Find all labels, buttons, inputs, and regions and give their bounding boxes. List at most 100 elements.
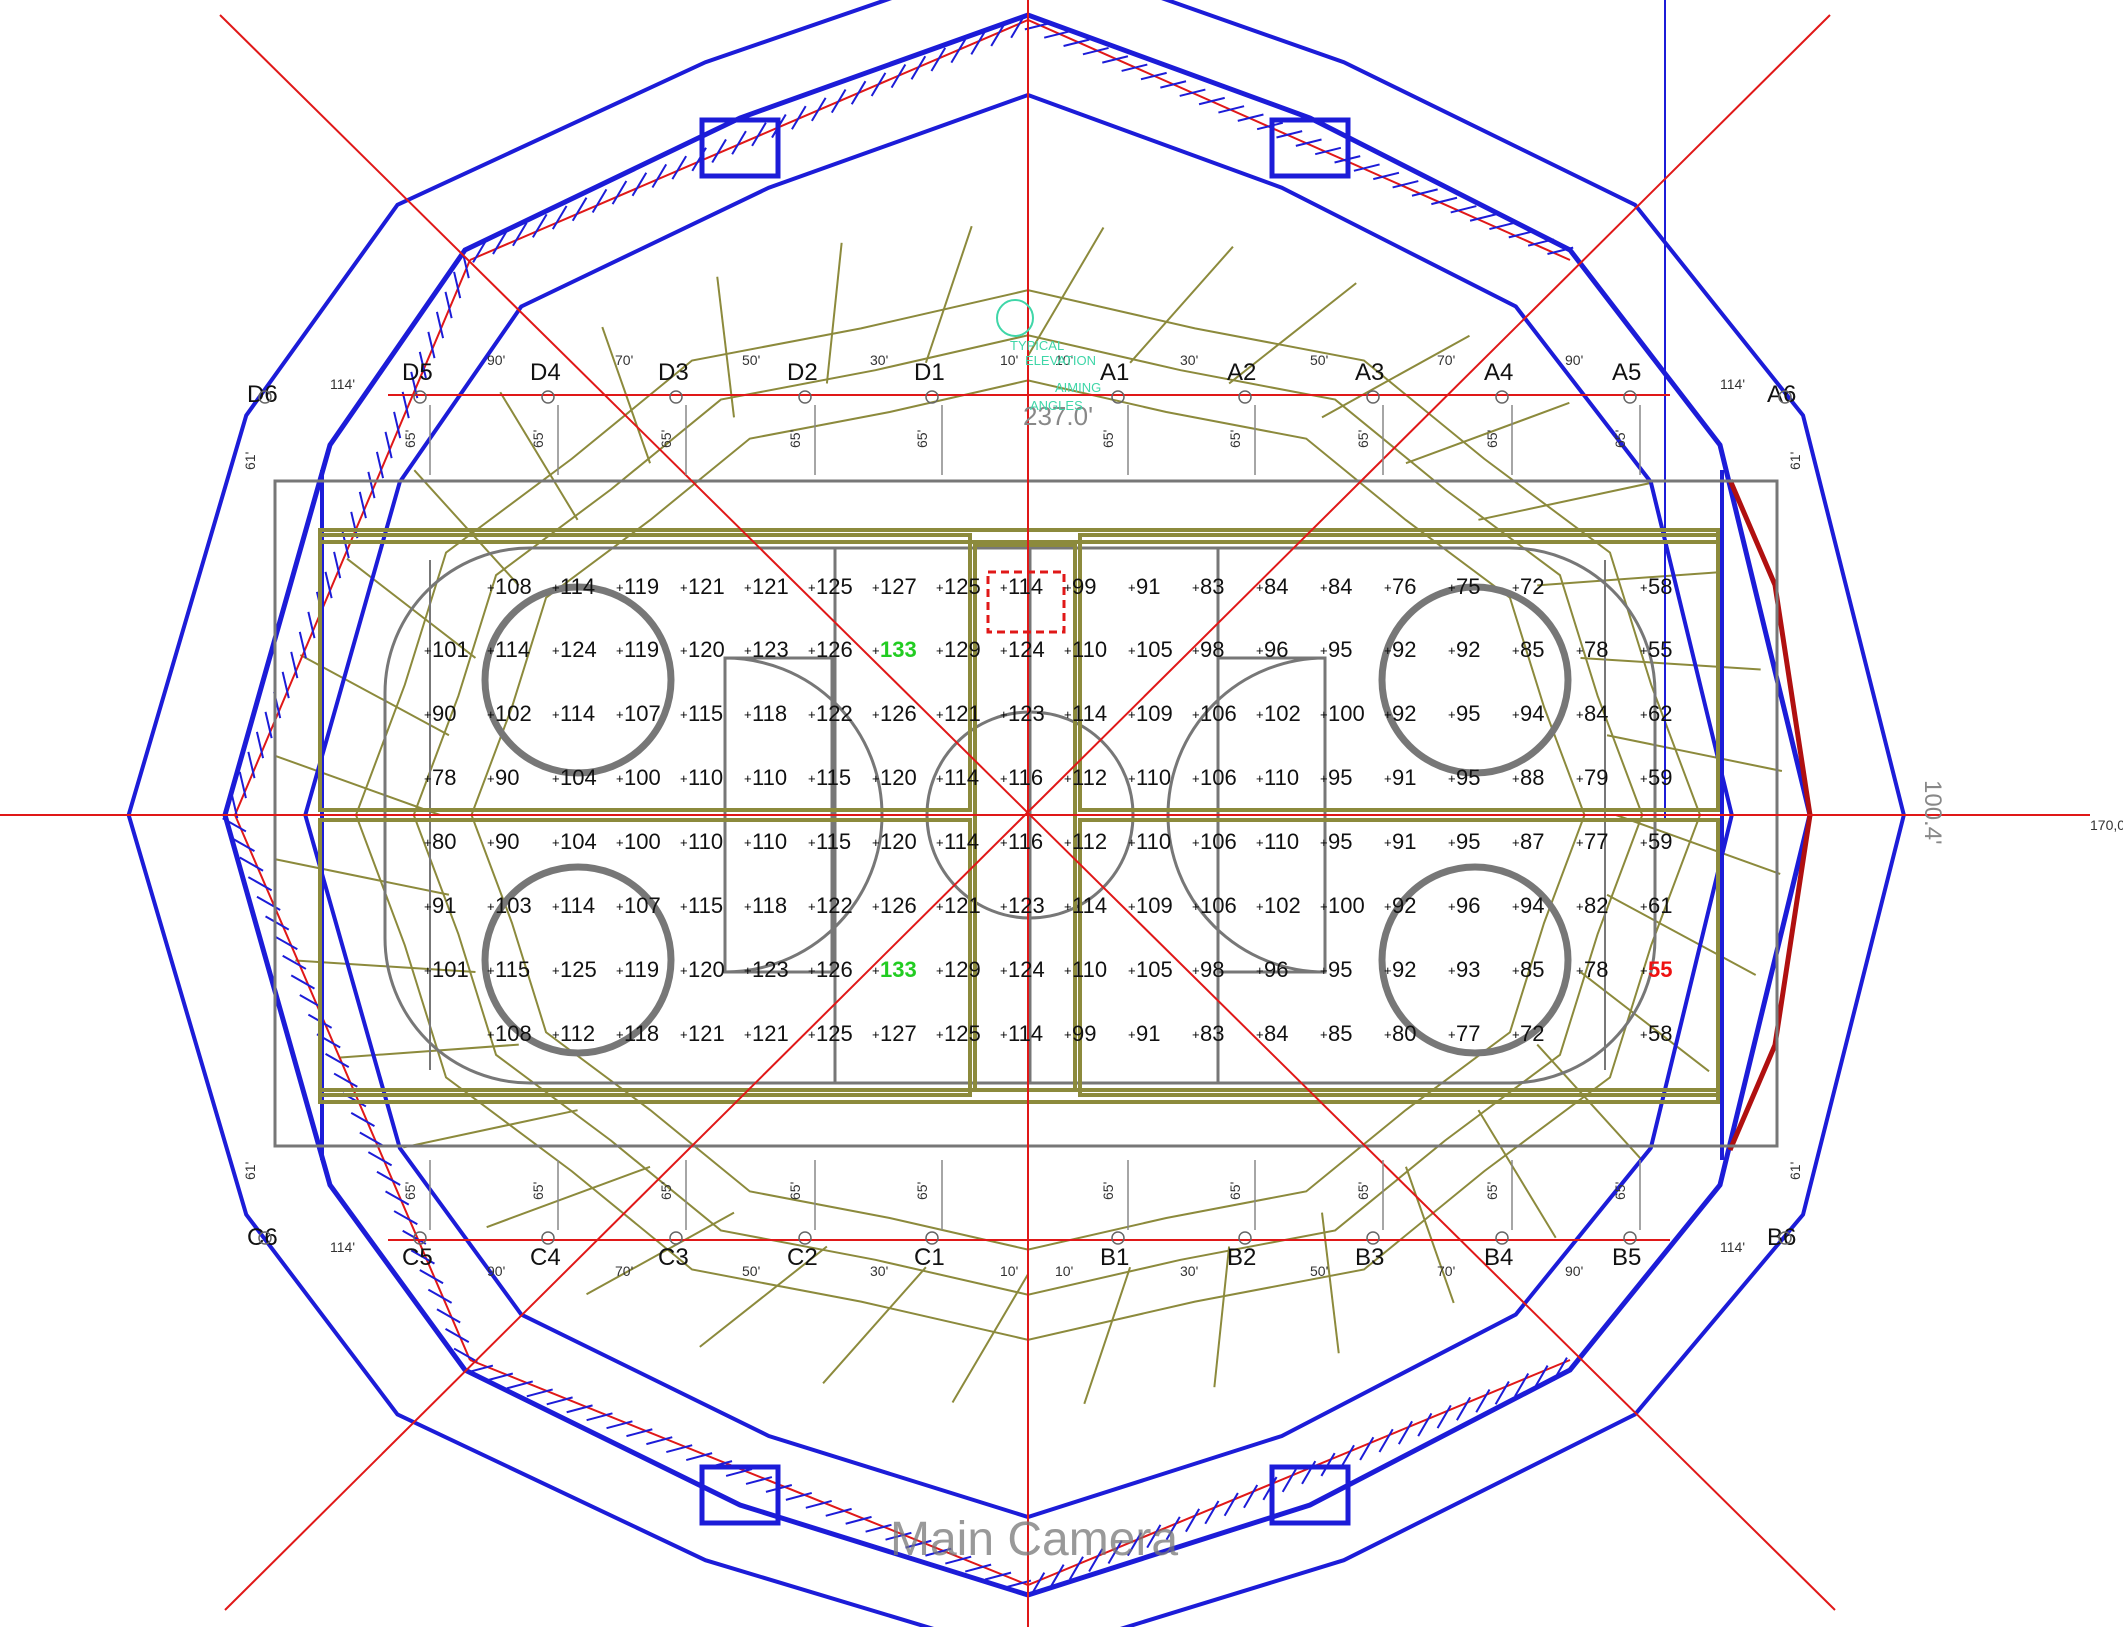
grid-value: 112	[1072, 829, 1107, 854]
truss-brace	[850, 80, 867, 105]
olive-strut	[338, 1043, 519, 1059]
grid-value: 120	[688, 957, 725, 982]
olive-strut	[586, 1211, 735, 1296]
truss-brace	[1508, 230, 1535, 239]
side-height-label: 61'	[242, 452, 258, 470]
olive-strut	[1321, 334, 1470, 419]
grid-marker: +	[1064, 580, 1072, 595]
truss-brace	[358, 491, 367, 519]
grid-marker: +	[1640, 963, 1648, 978]
grid-marker: +	[936, 580, 944, 595]
grid-value: 95	[1456, 765, 1480, 790]
truss-brace	[905, 1539, 932, 1549]
grid-marker: +	[872, 643, 880, 658]
grid-marker: +	[1384, 580, 1392, 595]
main-camera-label: Main Camera	[890, 1513, 1178, 1566]
truss-brace	[930, 47, 947, 72]
top-spacing-label: 10'	[1000, 352, 1018, 368]
grid-marker: +	[1192, 580, 1200, 595]
olive-strut	[1083, 1266, 1132, 1405]
grid-marker: +	[1192, 707, 1200, 722]
truss-brace	[1218, 105, 1245, 114]
grid-value: 90	[432, 701, 456, 726]
grid-marker: +	[424, 643, 432, 658]
grid-marker: +	[1128, 771, 1136, 786]
grid-marker: +	[1576, 643, 1584, 658]
grid-marker: +	[1192, 963, 1200, 978]
top-spacing-label: 30'	[870, 352, 888, 368]
olive-strut	[1606, 893, 1757, 976]
top-height-label: 65'	[914, 430, 930, 448]
top-pole-marker	[1111, 390, 1125, 404]
grid-marker: +	[1512, 1027, 1520, 1042]
truss-brace	[671, 155, 687, 180]
grid-value: 120	[880, 765, 917, 790]
grid-value: 101	[432, 957, 469, 982]
grid-marker: +	[616, 707, 624, 722]
truss-brace	[711, 138, 727, 164]
truss-brace	[1276, 130, 1303, 139]
olive-strut	[1580, 656, 1761, 671]
bottom-spacing-label: 70'	[1437, 1263, 1455, 1279]
truss-brace	[685, 1452, 713, 1462]
grid-value: 92	[1392, 701, 1416, 726]
grid-marker: +	[680, 580, 688, 595]
olive-strut	[1537, 571, 1718, 587]
grid-value: 114	[1072, 893, 1107, 918]
olive-strut	[825, 242, 843, 384]
grid-value: 110	[1072, 957, 1107, 982]
truss-brace	[626, 1428, 653, 1438]
truss-brace	[990, 22, 1006, 47]
truss-brace	[230, 836, 255, 852]
top-pole-marker	[258, 390, 272, 404]
grid-value: 62	[1648, 701, 1672, 726]
grid-value: 85	[1328, 1021, 1352, 1046]
grid-marker: +	[680, 643, 688, 658]
top-pole-label: A6	[1767, 381, 1796, 408]
grid-marker: +	[1320, 643, 1328, 658]
grid-value: 126	[880, 701, 917, 726]
grid-marker: +	[1640, 835, 1648, 850]
grid-marker: +	[1384, 835, 1392, 850]
olive-strut	[1579, 971, 1710, 1073]
truss-brace	[526, 1388, 553, 1398]
grid-value: 78	[1584, 957, 1608, 982]
truss-brace	[1179, 88, 1206, 97]
grid-value: 92	[1392, 893, 1416, 918]
grid-marker: +	[1640, 707, 1648, 722]
grid-value: 123	[1008, 701, 1045, 726]
grid-marker: +	[1576, 771, 1584, 786]
truss-brace	[419, 1269, 444, 1285]
truss-brace	[466, 1364, 494, 1374]
top-pole-marker	[1623, 390, 1637, 404]
grid-value: 84	[1264, 1021, 1288, 1046]
grid-marker: +	[552, 835, 560, 850]
grid-marker: +	[1640, 899, 1648, 914]
truss-brace	[1533, 1365, 1549, 1389]
truss-brace	[1378, 1428, 1394, 1453]
top-pole-marker	[798, 390, 812, 404]
truss-brace	[1204, 1500, 1220, 1525]
bottom-pole-marker	[258, 1231, 272, 1245]
drawing-notes: 237.0' 100.4' 170,0 Main Camera TYPICAL …	[890, 299, 2123, 1566]
top-height-label: 65'	[1355, 430, 1371, 448]
inner-truss-ring	[303, 92, 1734, 1520]
grid-marker: +	[1256, 1027, 1264, 1042]
grid-value: 104	[560, 829, 597, 854]
grid-value: 125	[944, 574, 981, 599]
grid-value: 76	[1392, 574, 1416, 599]
grid-marker: +	[1576, 963, 1584, 978]
grid-marker: +	[872, 899, 880, 914]
grid-marker: +	[1640, 1027, 1648, 1042]
grid-value: 110	[1136, 765, 1171, 790]
truss-brace	[367, 1151, 393, 1167]
grid-marker: +	[680, 899, 688, 914]
grid-marker: +	[1512, 707, 1520, 722]
side-height-label: 61'	[1787, 1162, 1803, 1180]
grid-marker: +	[1640, 771, 1648, 786]
truss-brace	[1417, 1412, 1433, 1437]
grid-value: 122	[816, 701, 853, 726]
bottom-spacing-label: 114'	[330, 1239, 355, 1255]
grid-marker: +	[616, 580, 624, 595]
